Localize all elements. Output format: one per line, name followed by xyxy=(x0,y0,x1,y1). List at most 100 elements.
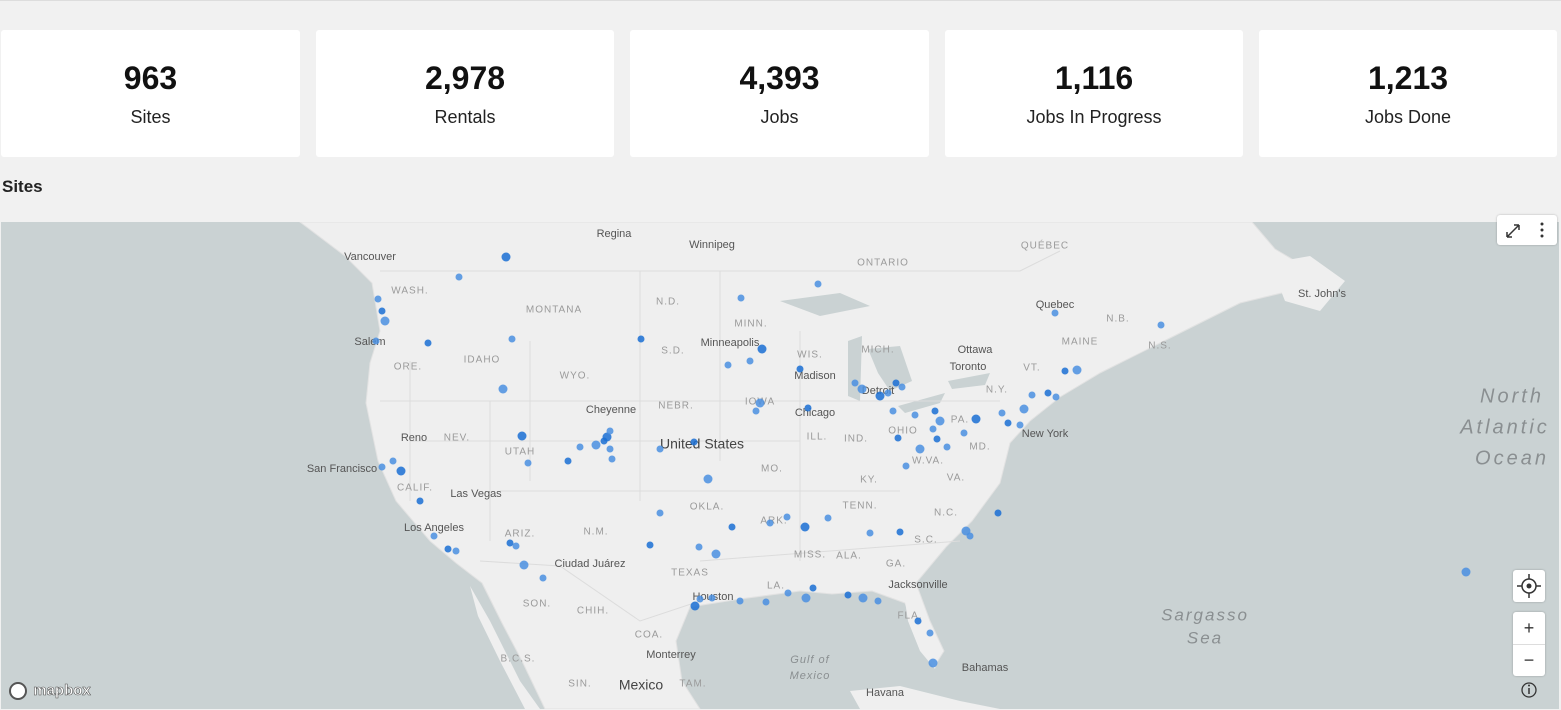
map-label: QUÉBEC xyxy=(1021,239,1069,252)
map-label: Quebec xyxy=(1036,299,1075,311)
site-dot xyxy=(902,462,910,470)
attribution: mapbox xyxy=(33,682,91,699)
site-dot xyxy=(898,383,906,391)
site-dot xyxy=(646,541,654,549)
site-dot xyxy=(911,411,919,419)
kpi-card: 2,978 Rentals xyxy=(316,30,614,157)
kpi-label: Jobs In Progress xyxy=(1026,107,1162,127)
map-label: SON. xyxy=(523,599,551,610)
site-dot xyxy=(1061,367,1069,375)
map[interactable]: Regina Winnipeg Vancouver ONTARIO QUÉBEC WASH… xyxy=(1,222,1559,709)
map-label: Regina xyxy=(597,228,633,240)
map-label: ONTARIO xyxy=(857,258,909,269)
site-dot xyxy=(372,337,380,345)
locate-button[interactable] xyxy=(1513,570,1545,602)
land-baja xyxy=(470,586,540,709)
site-dot xyxy=(380,316,390,326)
map-label: W.VA. xyxy=(912,456,944,467)
map-label: GA. xyxy=(886,559,906,570)
map-label: IDAHO xyxy=(464,355,501,366)
site-dot xyxy=(501,252,511,262)
site-dot xyxy=(606,427,614,435)
site-dot xyxy=(929,425,937,433)
site-dot xyxy=(656,509,664,517)
land xyxy=(299,222,1313,709)
site-dot xyxy=(396,466,406,476)
site-dot xyxy=(606,445,614,453)
site-dot xyxy=(1028,391,1036,399)
map-label: VT. xyxy=(1023,363,1040,374)
kpi-card: 1,116 Jobs In Progress xyxy=(945,30,1243,157)
site-dot xyxy=(736,597,744,605)
site-dot xyxy=(656,445,664,453)
site-dot xyxy=(430,532,438,540)
map-label: COA. xyxy=(635,630,663,641)
site-dot xyxy=(690,438,698,446)
map-label: Toronto xyxy=(950,361,987,373)
site-dot xyxy=(374,295,382,303)
map-label: ARIZ. xyxy=(505,529,536,540)
map-label: Vancouver xyxy=(344,251,396,263)
site-dot xyxy=(506,539,514,547)
site-dot xyxy=(452,547,460,555)
site-dot xyxy=(971,414,981,424)
site-dot xyxy=(994,509,1002,517)
map-label: TAM. xyxy=(679,679,706,690)
map-label: MAINE xyxy=(1062,337,1099,348)
zoom-out[interactable]: − xyxy=(1523,650,1535,670)
site-dot xyxy=(914,617,922,625)
fullscreen-icon[interactable] xyxy=(1506,224,1520,238)
map-label: VA. xyxy=(947,473,965,484)
site-dot xyxy=(926,629,934,637)
map-menu[interactable] xyxy=(1497,215,1557,245)
site-dot xyxy=(1019,404,1029,414)
map-label: North xyxy=(1480,385,1544,407)
site-dot xyxy=(602,432,612,442)
kpi-value: 1,213 xyxy=(1367,60,1449,96)
site-dot xyxy=(695,543,703,551)
map-label: ORE. xyxy=(394,362,422,373)
kpi-value: 4,393 xyxy=(739,60,820,96)
site-dot xyxy=(866,529,874,537)
map-label: Chicago xyxy=(795,407,835,419)
site-dot xyxy=(875,391,885,401)
site-dot xyxy=(1461,567,1471,577)
land-cuba xyxy=(850,686,1000,709)
kpi-value: 2,978 xyxy=(424,60,506,96)
map-label: Sea xyxy=(1187,628,1223,647)
site-dot xyxy=(696,595,704,603)
site-dot xyxy=(1016,421,1024,429)
map-label: Gulf of xyxy=(790,654,829,666)
kpi-label: Jobs xyxy=(760,107,799,127)
map-label: Mexico xyxy=(619,677,664,693)
map-label: ARK. xyxy=(760,516,787,527)
map-label: IND. xyxy=(844,434,868,445)
map-label: NEV. xyxy=(444,433,470,444)
site-dot xyxy=(762,598,770,606)
site-dot xyxy=(896,528,904,536)
site-dot xyxy=(796,365,804,373)
map-label: WASH. xyxy=(391,286,428,297)
map-label: CHIH. xyxy=(577,606,609,617)
map-label: San Francisco xyxy=(307,463,377,475)
map-label: ILL. xyxy=(807,432,828,443)
zoom-in[interactable]: + xyxy=(1513,612,1545,645)
map-label: N.M. xyxy=(583,527,608,538)
site-dot xyxy=(519,560,529,570)
land-newfoundland xyxy=(1270,256,1345,311)
site-dot xyxy=(637,335,645,343)
site-dot xyxy=(711,549,721,559)
site-dot xyxy=(1052,393,1060,401)
site-dot xyxy=(424,339,432,347)
site-dot xyxy=(539,574,547,582)
more-icon[interactable] xyxy=(1540,222,1544,238)
map-label: Ottawa xyxy=(958,344,994,356)
site-dot xyxy=(1051,309,1059,317)
site-dot xyxy=(874,597,882,605)
map-label: TEXAS xyxy=(671,568,709,579)
info-icon[interactable] xyxy=(1521,682,1537,698)
site-dot xyxy=(728,523,736,531)
map-label: PA. xyxy=(951,415,969,426)
site-dot xyxy=(915,444,925,454)
map-label: FLA. xyxy=(897,611,922,622)
